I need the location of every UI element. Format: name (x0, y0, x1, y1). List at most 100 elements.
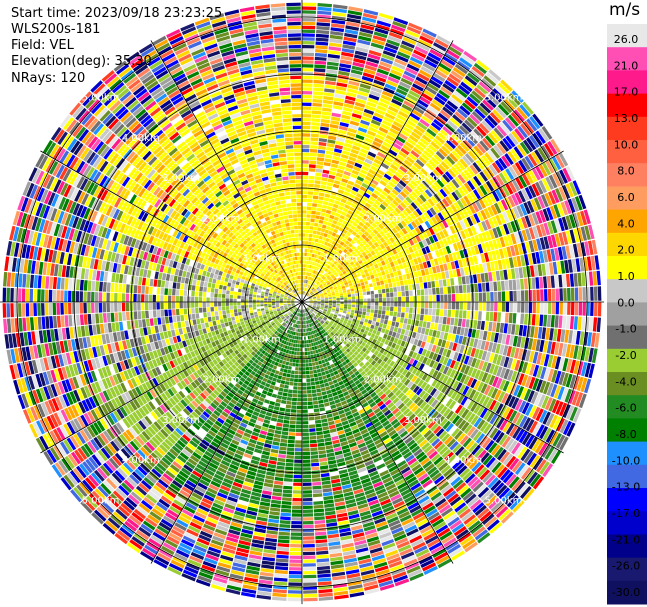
velocity-gate (432, 205, 440, 214)
velocity-gate (332, 583, 347, 589)
velocity-gate (330, 556, 343, 562)
velocity-gate (458, 384, 466, 394)
velocity-gate (347, 280, 352, 284)
velocity-gate (358, 506, 370, 513)
velocity-gate (315, 234, 320, 239)
velocity-gate (321, 248, 325, 253)
velocity-gate (373, 158, 382, 166)
velocity-gate (483, 208, 491, 219)
velocity-gate (349, 206, 356, 212)
velocity-gate (358, 221, 365, 227)
velocity-gate (328, 463, 338, 469)
velocity-gate (302, 448, 310, 452)
velocity-gate (302, 371, 306, 375)
velocity-gate (325, 273, 329, 278)
velocity-gate (366, 155, 375, 162)
velocity-gate (472, 526, 486, 538)
velocity-gate (201, 564, 216, 573)
velocity-gate (259, 505, 270, 511)
velocity-gate (266, 530, 278, 535)
velocity-gate (381, 451, 391, 459)
velocity-gate (252, 535, 265, 541)
velocity-gate (545, 413, 555, 427)
velocity-gate (365, 421, 373, 428)
velocity-gate (359, 298, 363, 302)
velocity-gate (560, 260, 566, 274)
velocity-gate (324, 84, 336, 90)
velocity-gate (367, 411, 375, 418)
velocity-gate (308, 359, 312, 363)
velocity-gate (512, 206, 521, 219)
velocity-gate (467, 133, 479, 145)
velocity-gate (438, 89, 450, 100)
velocity-gate (573, 360, 580, 375)
velocity-gate (435, 202, 444, 212)
velocity-gate (428, 227, 435, 236)
velocity-gate (349, 473, 359, 480)
velocity-gate (420, 214, 427, 222)
velocity-gate (521, 374, 529, 387)
velocity-gate (308, 295, 312, 298)
velocity-gate (388, 560, 403, 569)
velocity-gate (329, 428, 337, 433)
velocity-gate (322, 253, 326, 258)
velocity-gate (524, 290, 529, 302)
velocity-gate (422, 562, 437, 572)
velocity-gate (316, 431, 323, 436)
velocity-gate (363, 418, 371, 425)
velocity-gate (569, 273, 575, 287)
velocity-gate (566, 315, 571, 329)
velocity-gate (392, 386, 399, 394)
velocity-gate (373, 362, 380, 369)
velocity-gate (327, 460, 337, 465)
velocity-gate (513, 146, 524, 159)
velocity-gate (322, 491, 333, 497)
velocity-gate (316, 243, 321, 248)
velocity-gate (385, 170, 394, 178)
velocity-gate (367, 331, 372, 337)
velocity-gate (357, 202, 365, 209)
velocity-gate (419, 333, 424, 341)
velocity-gate (332, 284, 337, 288)
velocity-gate (263, 482, 274, 488)
velocity-gate (334, 594, 349, 600)
velocity-gate (443, 309, 448, 317)
velocity-gate (397, 392, 405, 400)
velocity-gate (312, 493, 323, 498)
velocity-gate (389, 287, 394, 293)
velocity-gate (421, 302, 425, 308)
velocity-gate (397, 286, 401, 292)
velocity-gate (435, 150, 446, 160)
velocity-gate (461, 408, 470, 419)
velocity-gate (398, 132, 408, 141)
velocity-gate (454, 502, 467, 513)
velocity-gate (328, 278, 333, 282)
velocity-gate (281, 501, 292, 505)
velocity-gate (485, 230, 492, 241)
velocity-gate (428, 125, 439, 134)
velocity-gate (362, 72, 375, 79)
velocity-gate (363, 298, 367, 302)
velocity-gate (313, 76, 325, 80)
velocity-gate (334, 267, 339, 271)
velocity-gate (390, 377, 398, 384)
velocity-gate (329, 272, 333, 277)
velocity-gate (303, 574, 317, 579)
velocity-gate (494, 291, 498, 302)
velocity-gate (384, 138, 394, 146)
velocity-gate (441, 534, 455, 545)
velocity-gate (380, 220, 387, 227)
velocity-gate (364, 584, 379, 591)
velocity-gate (296, 324, 299, 328)
velocity-gate (325, 259, 329, 264)
velocity-gate (284, 384, 289, 389)
velocity-gate (312, 393, 317, 397)
velocity-gate (352, 281, 357, 286)
velocity-gate (420, 559, 435, 568)
velocity-gate (446, 49, 460, 60)
velocity-gate (293, 474, 302, 479)
velocity-gate (418, 347, 424, 355)
velocity-gate (396, 136, 406, 144)
velocity-gate (442, 366, 449, 375)
velocity-gate (302, 363, 306, 367)
